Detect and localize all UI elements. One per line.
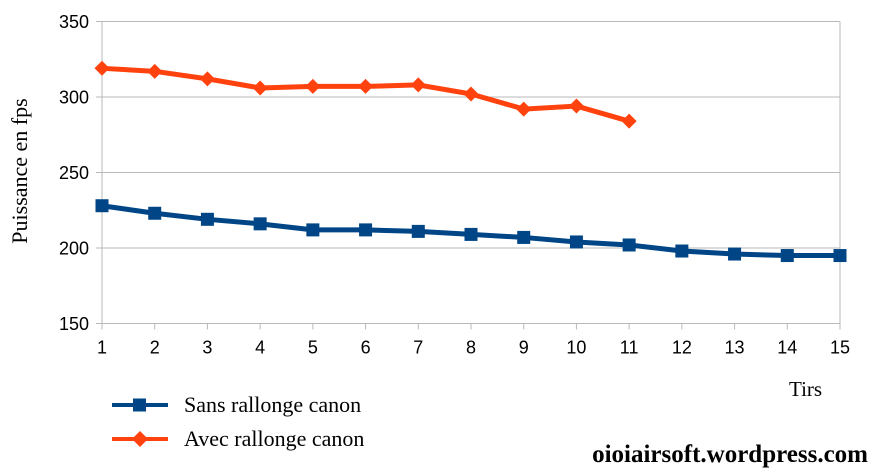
legend-item-sans-rallonge: Sans rallonge canon [112, 392, 364, 418]
data-point-square [148, 206, 162, 220]
data-point-square [306, 223, 320, 237]
data-point-diamond [621, 113, 637, 129]
data-point-square [95, 199, 109, 213]
data-point-diamond [94, 60, 110, 76]
x-tick-label: 7 [413, 338, 423, 358]
x-tick-label: 9 [519, 338, 529, 358]
legend-item-avec-rallonge: Avec rallonge canon [112, 426, 364, 452]
series-line-diamond [101, 65, 630, 124]
x-tick-label: 6 [361, 338, 371, 358]
watermark: oioiairsoft.wordpress.com [592, 441, 868, 468]
data-point-diamond [305, 78, 321, 94]
y-tick-label: 250 [59, 163, 89, 183]
x-tick-label: 1 [97, 338, 107, 358]
data-point-diamond [410, 77, 426, 93]
x-tick-label: 13 [725, 338, 745, 358]
x-tick-label: 3 [202, 338, 212, 358]
data-point-diamond [199, 71, 215, 87]
data-point-square [675, 244, 689, 258]
data-point-diamond [252, 80, 268, 96]
legend: Sans rallonge canon Avec rallonge canon [112, 392, 364, 460]
y-tick-label: 350 [59, 12, 89, 32]
data-point-diamond [147, 63, 163, 79]
data-point-diamond [463, 86, 479, 102]
data-point-square [622, 238, 636, 252]
data-point-square [780, 249, 794, 263]
data-point-square [253, 217, 267, 231]
y-tick-label: 300 [59, 88, 89, 108]
data-point-square [569, 235, 583, 249]
x-tick-label: 12 [672, 338, 692, 358]
y-tick-label: 200 [59, 239, 89, 259]
data-point-square [728, 247, 742, 261]
x-tick-label: 10 [566, 338, 586, 358]
x-tick-label: 2 [150, 338, 160, 358]
x-tick-label: 4 [255, 338, 265, 358]
legend-label: Avec rallonge canon [184, 426, 365, 451]
data-point-square [411, 224, 425, 238]
data-point-square [200, 212, 214, 226]
data-point-square [464, 227, 478, 241]
y-tick-label: 150 [59, 314, 89, 334]
data-point-diamond [568, 98, 584, 114]
data-point-square [517, 230, 531, 244]
x-tick-label: 11 [620, 338, 639, 358]
legend-label: Sans rallonge canon [184, 392, 362, 417]
data-point-diamond [516, 101, 532, 117]
x-tick-label: 5 [308, 338, 318, 358]
x-tick-label: 8 [466, 338, 476, 358]
x-tick-label: 15 [830, 338, 850, 358]
x-axis-title: Tirs [789, 377, 823, 401]
x-tick-label: 14 [777, 338, 797, 358]
y-axis-title: Puissance en fps [7, 98, 32, 244]
data-point-square [833, 249, 847, 263]
data-point-square [359, 223, 373, 237]
data-point-diamond [358, 78, 374, 94]
blue-square-marker-icon [112, 398, 168, 412]
orange-diamond-marker-icon [112, 431, 168, 447]
